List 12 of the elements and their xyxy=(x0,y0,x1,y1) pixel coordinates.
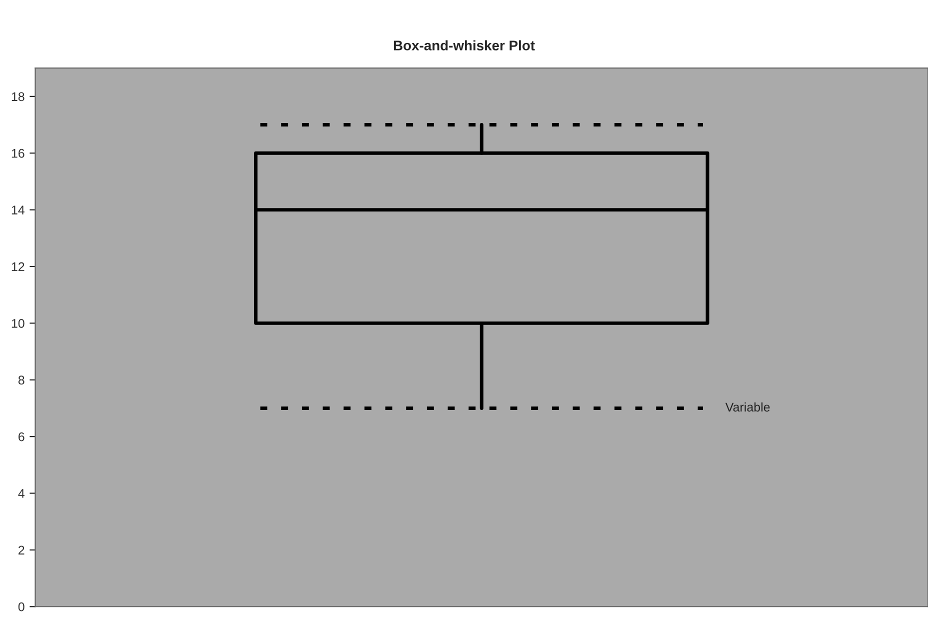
text: Variable xyxy=(725,402,770,412)
chart-title: Box-and-whisker Plot xyxy=(394,40,535,50)
y-tick-label: 10 xyxy=(12,318,24,328)
y-tick-label: 18 xyxy=(12,92,24,102)
y-tick-label: 0 xyxy=(18,602,24,612)
y-tick-label: 16 xyxy=(12,148,24,158)
y-tick-label: 4 xyxy=(18,489,24,498)
y-tick-label: 2 xyxy=(18,546,24,554)
y-tick-label: 6 xyxy=(18,432,24,442)
y-tick-label: 14 xyxy=(12,206,24,214)
y-tick-label: 8 xyxy=(18,376,24,385)
y-tick-label: 12 xyxy=(12,262,24,272)
